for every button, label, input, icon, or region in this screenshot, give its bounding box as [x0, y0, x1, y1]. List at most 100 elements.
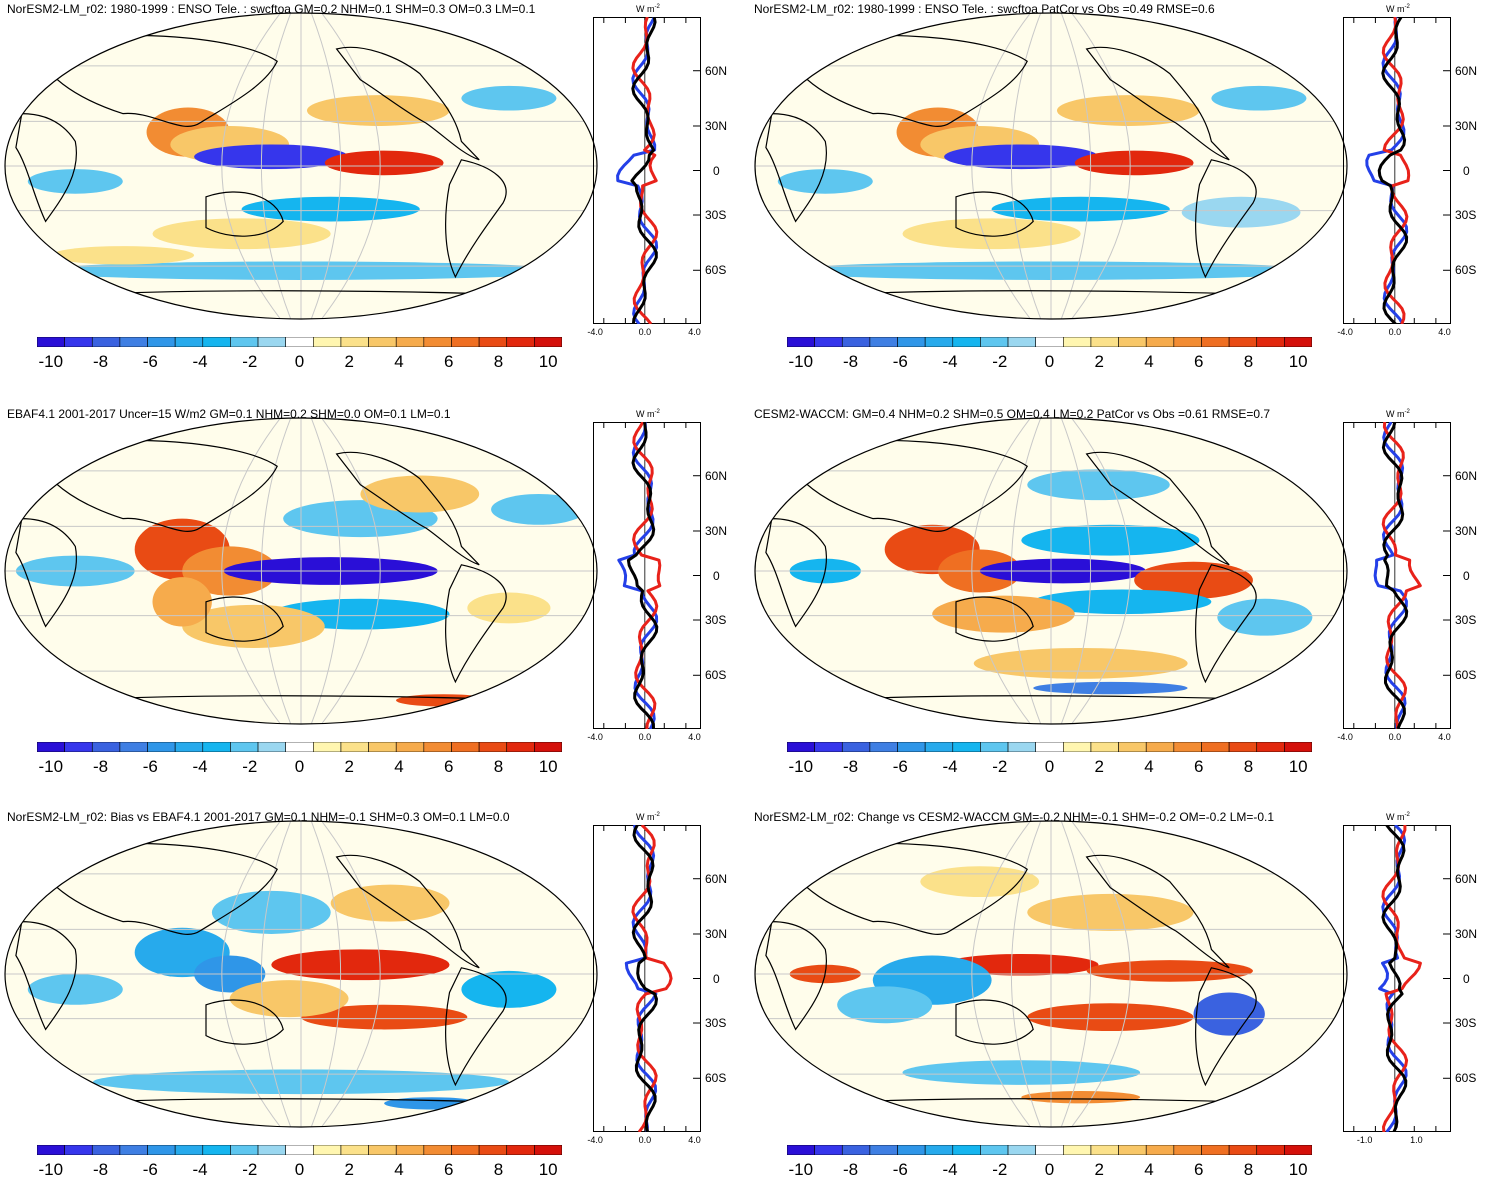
colorbar-tick-label: -8 — [92, 1160, 109, 1179]
colorbar — [37, 1145, 562, 1155]
graticule-lon — [1010, 418, 1042, 724]
field-blob — [461, 970, 557, 1008]
coastline — [955, 596, 1034, 642]
x-tick-label: -4.0 — [587, 1135, 603, 1145]
colorbar-swatch — [1063, 337, 1092, 347]
colorbar-swatch — [147, 337, 176, 347]
colorbar-swatch — [368, 1145, 397, 1155]
colorbar-swatch — [91, 1145, 121, 1155]
colorbar-swatch — [897, 742, 926, 752]
colorbar-tick-label: -4 — [192, 757, 208, 776]
x-tick-label: -4.0 — [587, 732, 603, 742]
colorbar-tick-label: -8 — [842, 757, 859, 776]
graticule-lon — [260, 13, 292, 319]
panel-title: NorESM2-LM_r02: 1980-1999 : ENSO Tele. :… — [7, 2, 536, 16]
field-blob — [902, 218, 1081, 250]
colorbar-tick-label: -10 — [788, 1160, 814, 1179]
lat-label: 0 — [1463, 971, 1470, 986]
field-blob — [27, 974, 123, 1005]
colorbar-swatch — [1201, 742, 1230, 752]
graticule-lon — [1060, 13, 1092, 319]
colorbar-swatch — [478, 1145, 508, 1155]
colorbar-tick-label: -2 — [242, 1160, 258, 1179]
zonal-line-red — [1381, 422, 1422, 729]
colorbar-swatch — [1173, 742, 1202, 752]
panel: EBAF4.1 2001-2017 Uncer=15 W/m2 GM=0.1 N… — [0, 405, 737, 785]
zonal-line-black — [626, 422, 659, 729]
graticule-lon — [971, 13, 1032, 319]
colorbar-tick-label: 8 — [1243, 1160, 1254, 1179]
colorbar-tick-label: 8 — [493, 1160, 504, 1179]
coastline — [1085, 46, 1230, 161]
colorbar-tick-label: -6 — [892, 757, 908, 776]
colorbar-swatch — [285, 1145, 314, 1155]
lat-label: 60S — [705, 263, 727, 278]
colorbar-tick-label: 8 — [1243, 352, 1254, 371]
colorbar-tick-label: 2 — [1094, 1160, 1104, 1179]
units-base: W m — [636, 4, 655, 14]
lat-label: 30S — [1455, 613, 1477, 627]
field-blob — [1021, 524, 1200, 556]
colorbar — [37, 337, 562, 347]
coastline — [782, 439, 1028, 532]
units-base: W m — [1386, 4, 1405, 14]
coastline — [445, 967, 507, 1087]
colorbar-tick-label: -2 — [992, 757, 1008, 776]
colorbar-swatch — [202, 742, 231, 752]
colorbar-tick-label: 10 — [538, 1160, 558, 1179]
zonal-line-black — [1377, 17, 1409, 324]
field-blob — [51, 246, 195, 265]
x-tick-label: 4.0 — [688, 327, 701, 337]
colorbar-swatch — [1228, 1145, 1258, 1155]
field-blob — [1027, 1003, 1194, 1031]
coastline — [765, 517, 827, 628]
colorbar-tick-label: -10 — [788, 757, 814, 776]
field-blob — [330, 884, 450, 922]
colorbar-swatch — [147, 1145, 176, 1155]
zonal-mean-plot — [1343, 825, 1451, 1132]
lat-label: 60N — [705, 63, 728, 78]
zonal-line-black — [1381, 825, 1408, 1132]
colorbar-swatch — [119, 337, 148, 347]
colorbar-tick-label: -6 — [892, 1160, 908, 1179]
colorbar-swatch — [534, 337, 562, 347]
zonal-line-black — [630, 17, 658, 324]
graticule-lon — [221, 13, 282, 319]
colorbar-tick-label: -8 — [92, 352, 109, 371]
panel-title: NorESM2-LM_r02: Bias vs EBAF4.1 2001-201… — [7, 810, 510, 824]
colorbar-swatch — [91, 337, 121, 347]
field-blob — [1027, 893, 1194, 931]
colorbar-swatch — [980, 1145, 1009, 1155]
coastline — [205, 191, 284, 237]
graticule-lon — [971, 418, 1032, 724]
colorbar-swatch — [787, 337, 815, 347]
map-border — [4, 820, 598, 1128]
zonal-frame — [1343, 17, 1451, 324]
lat-label: 60N — [1455, 468, 1478, 483]
field-blob — [932, 595, 1075, 633]
coastline — [32, 439, 278, 532]
colorbar-tick-label: 4 — [1144, 757, 1154, 776]
colorbar-swatch — [451, 337, 480, 347]
colorbar-tick-label: -4 — [942, 757, 958, 776]
field-blob — [1033, 681, 1188, 695]
colorbar-swatch — [534, 742, 562, 752]
zonal-line-black — [631, 825, 658, 1132]
colorbar-swatch — [478, 337, 508, 347]
units-exponent: -2 — [654, 4, 660, 10]
x-tick-label: -4.0 — [1337, 732, 1353, 742]
colorbar-tick-label: 2 — [1094, 757, 1104, 776]
zonal-line-red — [631, 17, 659, 324]
lat-label: 60N — [705, 468, 728, 483]
field-blob — [1033, 589, 1212, 615]
colorbar-tick-label: 8 — [493, 757, 504, 776]
x-tick-label: 0.0 — [638, 732, 652, 742]
colorbar-swatch — [37, 1145, 65, 1155]
colorbar-tick-label: -2 — [242, 757, 258, 776]
coastline — [1195, 159, 1257, 279]
colorbar-swatch — [174, 1145, 204, 1155]
colorbar-tick-label: -6 — [892, 352, 908, 371]
colorbar-swatch — [1284, 1145, 1312, 1155]
colorbar-swatch — [1035, 337, 1064, 347]
map-border — [4, 12, 598, 320]
